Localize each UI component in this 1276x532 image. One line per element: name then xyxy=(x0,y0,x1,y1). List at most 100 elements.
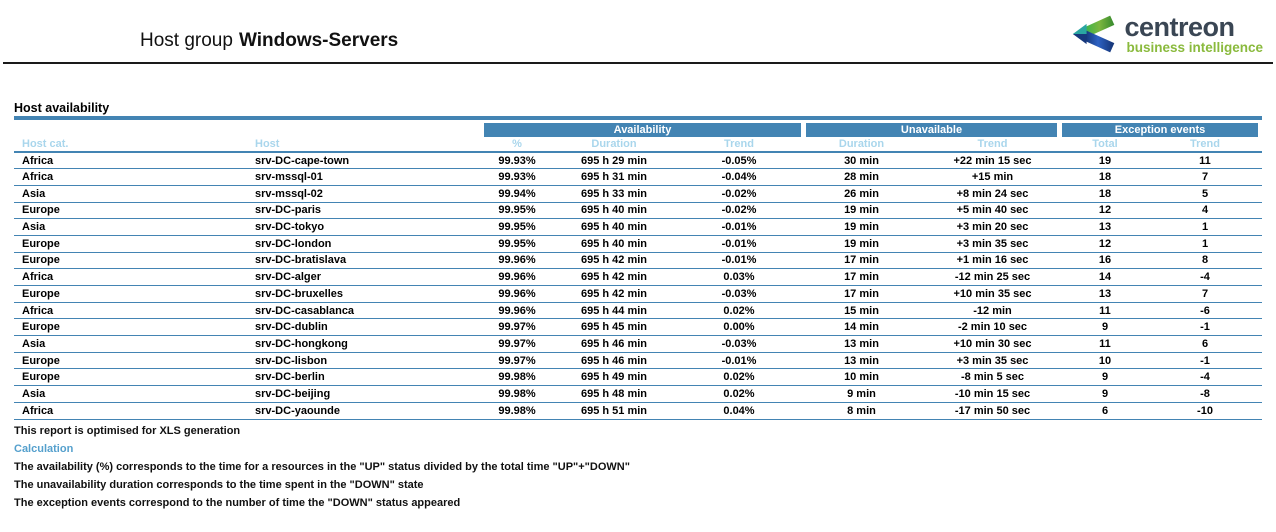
availability-trend-cell: -0.01% xyxy=(678,352,800,370)
unavailable-duration-cell: 17 min xyxy=(800,285,923,303)
host-cell: srv-DC-alger xyxy=(240,268,484,286)
host-cell: srv-mssql-01 xyxy=(240,168,484,186)
availability-duration-cell: 695 h 42 min xyxy=(550,252,678,270)
table-row: Asia srv-DC-hongkong 99.97% 695 h 46 min -0.… xyxy=(14,335,1262,353)
availability-duration-cell: 695 h 51 min xyxy=(550,402,678,420)
table-row: Africa srv-DC-alger 99.96% 695 h 42 min 0.03… xyxy=(14,268,1262,286)
availability-duration-cell: 695 h 44 min xyxy=(550,302,678,320)
availability-duration-cell: 695 h 29 min xyxy=(550,152,678,170)
exception-trend-cell: -1 xyxy=(1148,318,1262,337)
logo-brand: centreon xyxy=(1124,11,1235,42)
availability-trend-cell: -0.01% xyxy=(678,252,800,270)
host-cat-cell: Africa xyxy=(14,152,240,170)
calculation-heading: Calculation xyxy=(14,442,74,455)
unavailable-duration-cell: 19 min xyxy=(800,202,923,220)
table-row: Africa srv-DC-cape-town 99.93% 695 h 29 min… xyxy=(14,152,1262,170)
table-row: Europe srv-DC-berlin 99.98% 695 h 49 min 0.0… xyxy=(14,368,1262,387)
unavailable-duration-cell: 13 min xyxy=(800,352,923,370)
availability-pct-cell: 99.94% xyxy=(484,185,550,203)
exception-trend-cell: 7 xyxy=(1148,168,1262,186)
report-footnotes: This report is optimised for XLS generat… xyxy=(14,425,1276,510)
availability-duration-cell: 695 h 49 min xyxy=(550,368,678,387)
col-header-unavailable-trend: Trend xyxy=(923,137,1062,153)
availability-pct-cell: 99.96% xyxy=(484,252,550,270)
col-header-availability-trend: Trend xyxy=(678,137,800,153)
host-cell: srv-DC-bruxelles xyxy=(240,285,484,303)
table-row: Europe srv-DC-bratislava 99.96% 695 h 42 mi… xyxy=(14,252,1262,270)
unavailable-duration-cell: 17 min xyxy=(800,268,923,286)
unavailable-duration-cell: 30 min xyxy=(800,152,923,170)
host-cat-cell: Asia xyxy=(14,218,240,236)
unavailable-trend-cell: -8 min 5 sec xyxy=(923,368,1062,387)
page-title: Host group Windows-Servers xyxy=(140,30,398,52)
host-cat-cell: Europe xyxy=(14,235,240,253)
unavailable-trend-cell: +8 min 24 sec xyxy=(923,185,1062,203)
availability-pct-cell: 99.98% xyxy=(484,368,550,387)
section-title-underline xyxy=(14,116,1262,120)
exception-total-cell: 18 xyxy=(1062,168,1148,186)
availability-trend-cell: -0.03% xyxy=(678,335,800,353)
unavailable-trend-cell: -10 min 15 sec xyxy=(923,385,1062,403)
exception-trend-cell: -6 xyxy=(1148,302,1262,320)
availability-pct-cell: 99.97% xyxy=(484,352,550,370)
host-cell: srv-DC-dublin xyxy=(240,318,484,337)
host-cat-cell: Asia xyxy=(14,185,240,203)
availability-trend-cell: 0.04% xyxy=(678,402,800,420)
unavailable-trend-cell: +3 min 35 sec xyxy=(923,235,1062,253)
unavailable-trend-cell: -12 min xyxy=(923,302,1062,320)
unavailable-trend-cell: -17 min 50 sec xyxy=(923,402,1062,420)
host-availability-table: Availability Unavailable Exception event… xyxy=(14,123,1262,420)
group-header-unavailable: Unavailable xyxy=(806,123,1057,137)
host-cat-cell: Africa xyxy=(14,268,240,286)
host-cat-cell: Africa xyxy=(14,302,240,320)
availability-duration-cell: 695 h 46 min xyxy=(550,352,678,370)
unavailable-duration-cell: 10 min xyxy=(800,368,923,387)
centreon-c-icon xyxy=(1073,15,1115,53)
page-title-hostgroup: Windows-Servers xyxy=(238,30,399,51)
availability-pct-cell: 99.98% xyxy=(484,402,550,420)
exception-trend-cell: -1 xyxy=(1148,352,1262,370)
host-cat-cell: Europe xyxy=(14,252,240,270)
col-header-host: Host xyxy=(240,137,484,153)
col-header-availability-duration: Duration xyxy=(550,137,678,153)
logo-text: centreon business intelligence xyxy=(1124,11,1263,55)
logo-tagline: business intelligence xyxy=(1126,39,1263,55)
unavailable-trend-cell: +10 min 35 sec xyxy=(923,285,1062,303)
unavailable-duration-cell: 17 min xyxy=(800,252,923,270)
availability-duration-cell: 695 h 45 min xyxy=(550,318,678,337)
unavailable-duration-cell: 26 min xyxy=(800,185,923,203)
exception-total-cell: 18 xyxy=(1062,185,1148,203)
exception-trend-cell: 1 xyxy=(1148,218,1262,236)
unavailable-trend-cell: -2 min 10 sec xyxy=(923,318,1062,337)
host-cat-cell: Africa xyxy=(14,402,240,420)
availability-duration-cell: 695 h 40 min xyxy=(550,202,678,220)
unavailable-duration-cell: 15 min xyxy=(800,302,923,320)
exception-total-cell: 11 xyxy=(1062,335,1148,353)
host-cat-cell: Europe xyxy=(14,352,240,370)
host-cell: srv-DC-cape-town xyxy=(240,152,484,170)
report-header: Host group Windows-Servers ce xyxy=(3,0,1273,64)
availability-trend-cell: -0.01% xyxy=(678,218,800,236)
availability-trend-cell: -0.02% xyxy=(678,185,800,203)
unavailable-duration-cell: 14 min xyxy=(800,318,923,337)
availability-pct-cell: 99.98% xyxy=(484,385,550,403)
availability-pct-cell: 99.93% xyxy=(484,152,550,170)
availability-duration-cell: 695 h 46 min xyxy=(550,335,678,353)
availability-duration-cell: 695 h 40 min xyxy=(550,235,678,253)
col-header-unavailable-duration: Duration xyxy=(800,137,923,153)
exception-total-cell: 9 xyxy=(1062,385,1148,403)
host-cat-cell: Asia xyxy=(14,335,240,353)
availability-pct-cell: 99.97% xyxy=(484,318,550,337)
table-row: Europe srv-DC-dublin 99.97% 695 h 45 min 0.0… xyxy=(14,318,1262,337)
availability-trend-cell: -0.02% xyxy=(678,202,800,220)
exception-trend-cell: 7 xyxy=(1148,285,1262,303)
table-row: Asia srv-DC-tokyo 99.95% 695 h 40 min -0.01%… xyxy=(14,218,1262,236)
availability-duration-cell: 695 h 33 min xyxy=(550,185,678,203)
exception-total-cell: 13 xyxy=(1062,218,1148,236)
col-header-exception-total: Total xyxy=(1062,137,1148,153)
calculation-line-exception: The exception events correspond to the n… xyxy=(14,496,461,509)
availability-trend-cell: 0.02% xyxy=(678,302,800,320)
table-row: Europe srv-DC-bruxelles 99.96% 695 h 42 min… xyxy=(14,285,1262,303)
availability-pct-cell: 99.95% xyxy=(484,235,550,253)
exception-total-cell: 13 xyxy=(1062,285,1148,303)
